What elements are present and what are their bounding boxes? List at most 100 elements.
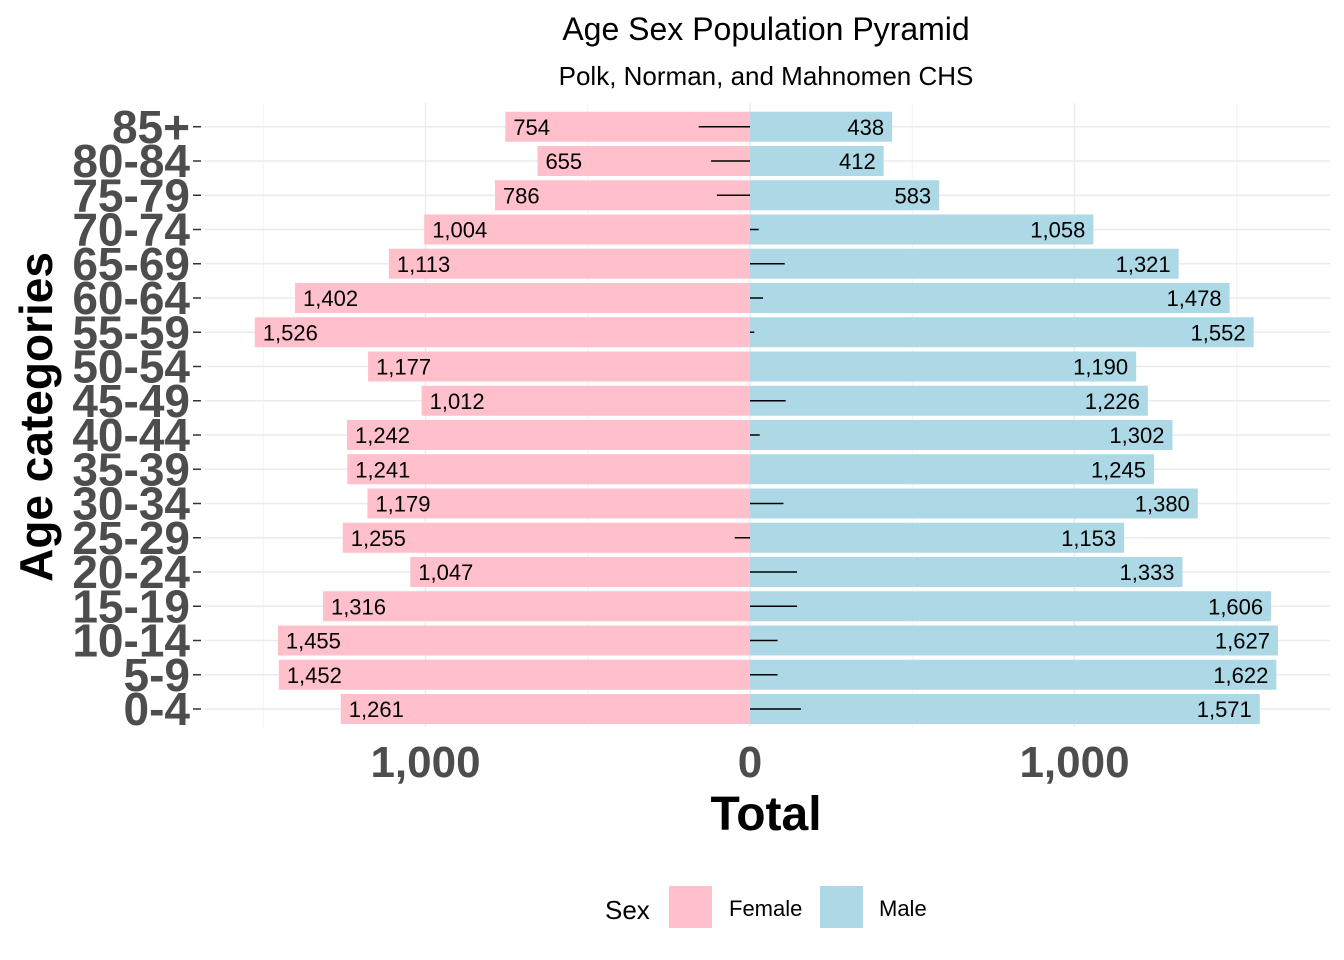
bar-female-65-69 bbox=[388, 248, 750, 279]
bar-male-30-34 bbox=[750, 488, 1198, 519]
bar-label-male-30-34: 1,380 bbox=[1135, 492, 1190, 517]
y-tick-label-40-44: 40-44 bbox=[72, 409, 190, 461]
y-tick-label-5-9: 5-9 bbox=[124, 649, 190, 701]
bar-male-75-79 bbox=[750, 180, 940, 211]
y-axis-ticks: 0-45-910-1415-1920-2425-2930-3435-3940-4… bbox=[72, 101, 201, 735]
bar-label-female-45-49: 1,012 bbox=[430, 389, 485, 414]
bar-female-15-19 bbox=[322, 591, 750, 622]
legend-label-female: Female bbox=[729, 896, 802, 921]
bar-female-60-64 bbox=[295, 283, 750, 313]
y-tick-label-80-84: 80-84 bbox=[72, 135, 190, 187]
legend-swatch-male bbox=[820, 886, 863, 928]
bar-label-female-75-79: 786 bbox=[503, 183, 540, 208]
bar-female-70-74 bbox=[424, 214, 750, 245]
bar-female-10-14 bbox=[277, 625, 750, 656]
x-axis-title: Total bbox=[710, 788, 821, 841]
bar-female-75-79 bbox=[494, 180, 750, 211]
bar-female-20-24 bbox=[410, 557, 750, 587]
bar-label-male-40-44: 1,302 bbox=[1109, 423, 1164, 448]
bar-female-45-49 bbox=[421, 385, 750, 416]
bar-label-female-20-24: 1,047 bbox=[418, 560, 473, 585]
bar-label-female-70-74: 1,004 bbox=[432, 218, 487, 243]
bars bbox=[254, 111, 1278, 724]
chart-title: Age Sex Population Pyramid bbox=[562, 11, 969, 47]
y-tick-label-25-29: 25-29 bbox=[72, 512, 190, 564]
difference-lines bbox=[698, 126, 801, 710]
bar-label-male-60-64: 1,478 bbox=[1167, 286, 1222, 311]
bar-female-5-9 bbox=[278, 659, 750, 690]
bar-label-male-0-4: 1,571 bbox=[1197, 697, 1252, 722]
y-tick-label-10-14: 10-14 bbox=[72, 615, 190, 667]
bar-label-female-35-39: 1,241 bbox=[355, 457, 410, 482]
legend-title: Sex bbox=[605, 895, 650, 925]
bar-male-85+ bbox=[750, 111, 893, 142]
bar-label-female-65-69: 1,113 bbox=[397, 252, 450, 277]
bar-male-65-69 bbox=[750, 248, 1179, 279]
y-tick-label-85+: 85+ bbox=[112, 101, 190, 153]
y-tick-label-20-24: 20-24 bbox=[72, 546, 190, 598]
bar-label-female-15-19: 1,316 bbox=[331, 594, 386, 619]
bar-label-female-80-84: 655 bbox=[545, 149, 582, 174]
bar-label-male-20-24: 1,333 bbox=[1119, 560, 1174, 585]
bar-label-male-10-14: 1,627 bbox=[1215, 629, 1270, 654]
y-tick-label-60-64: 60-64 bbox=[72, 272, 190, 324]
bar-male-15-19 bbox=[750, 591, 1272, 622]
bar-label-male-70-74: 1,058 bbox=[1030, 218, 1085, 243]
y-tick-label-45-49: 45-49 bbox=[72, 375, 190, 427]
y-tick-label-35-39: 35-39 bbox=[72, 443, 190, 495]
y-tick-label-70-74: 70-74 bbox=[72, 204, 190, 256]
bar-male-0-4 bbox=[750, 694, 1260, 724]
bar-male-50-54 bbox=[750, 351, 1137, 382]
bar-female-30-34 bbox=[367, 488, 750, 519]
bar-female-35-39 bbox=[347, 454, 750, 485]
y-tick-label-0-4: 0-4 bbox=[124, 683, 191, 735]
bar-label-female-25-29: 1,255 bbox=[351, 526, 406, 551]
bar-male-20-24 bbox=[750, 557, 1183, 587]
chart-subtitle: Polk, Norman, and Mahnomen CHS bbox=[559, 61, 974, 91]
bar-label-female-50-54: 1,177 bbox=[376, 355, 431, 380]
x-tick-label: 1,000 bbox=[370, 738, 480, 787]
y-tick-label-30-34: 30-34 bbox=[72, 478, 190, 530]
y-tick-label-50-54: 50-54 bbox=[72, 341, 190, 393]
bar-male-25-29 bbox=[750, 522, 1125, 553]
bar-label-male-35-39: 1,245 bbox=[1091, 457, 1146, 482]
bar-male-60-64 bbox=[750, 283, 1230, 313]
legend-label-male: Male bbox=[879, 896, 927, 921]
bar-female-50-54 bbox=[368, 351, 750, 382]
y-tick-label-65-69: 65-69 bbox=[72, 238, 190, 290]
bar-male-45-49 bbox=[750, 385, 1148, 416]
bar-female-40-44 bbox=[346, 420, 750, 450]
legend: Sex Female Male bbox=[605, 886, 927, 928]
bar-label-male-85+: 438 bbox=[847, 115, 884, 140]
bar-label-male-25-29: 1,153 bbox=[1061, 526, 1116, 551]
bar-label-male-5-9: 1,622 bbox=[1213, 663, 1268, 688]
bar-male-10-14 bbox=[750, 625, 1278, 656]
bar-label-male-75-79: 583 bbox=[894, 183, 931, 208]
y-tick-label-55-59: 55-59 bbox=[72, 306, 190, 358]
y-tick-label-15-19: 15-19 bbox=[72, 580, 190, 632]
y-tick-label-75-79: 75-79 bbox=[72, 169, 190, 221]
x-axis-ticks: 1,000 0 1,000 bbox=[370, 738, 1129, 787]
bar-male-5-9 bbox=[750, 659, 1277, 690]
bar-male-80-84 bbox=[750, 146, 884, 176]
bar-label-male-50-54: 1,190 bbox=[1073, 355, 1128, 380]
bar-label-female-60-64: 1,402 bbox=[303, 286, 358, 311]
bar-label-male-80-84: 412 bbox=[839, 149, 876, 174]
bar-label-male-45-49: 1,226 bbox=[1085, 389, 1140, 414]
bar-label-male-55-59: 1,552 bbox=[1191, 320, 1246, 345]
bar-male-55-59 bbox=[750, 317, 1254, 348]
bar-female-0-4 bbox=[340, 694, 750, 724]
bar-label-female-40-44: 1,242 bbox=[355, 423, 410, 448]
bar-label-female-30-34: 1,179 bbox=[375, 492, 430, 517]
bar-label-male-65-69: 1,321 bbox=[1116, 252, 1171, 277]
x-tick-label: 1,000 bbox=[1019, 738, 1129, 787]
x-tick-label: 0 bbox=[738, 738, 762, 787]
bar-label-female-10-14: 1,455 bbox=[286, 629, 341, 654]
bar-male-70-74 bbox=[750, 214, 1094, 245]
bar-female-25-29 bbox=[342, 522, 750, 553]
bar-male-35-39 bbox=[750, 454, 1155, 485]
bar-male-40-44 bbox=[750, 420, 1173, 450]
bar-female-55-59 bbox=[254, 317, 751, 348]
bar-label-female-55-59: 1,526 bbox=[263, 320, 318, 345]
